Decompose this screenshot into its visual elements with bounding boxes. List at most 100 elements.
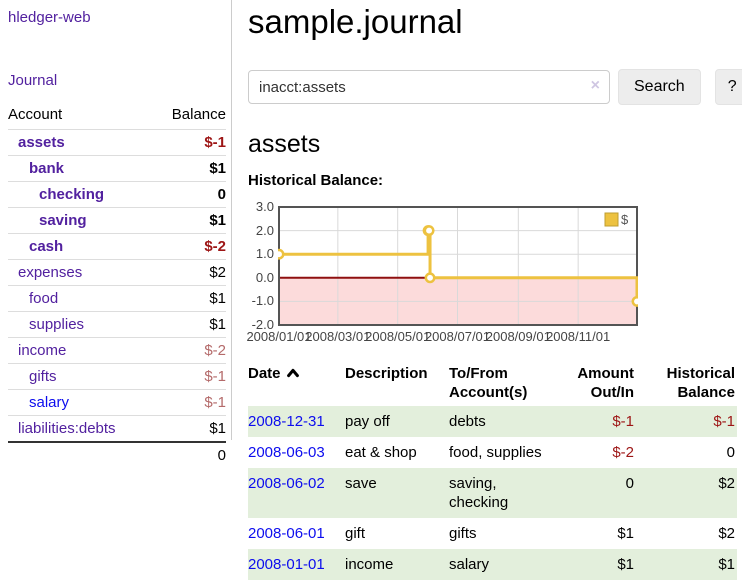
y-axis-tick: 3.0 [255, 199, 274, 214]
search-button[interactable]: Search [618, 69, 701, 105]
account-balance: $1 [152, 285, 226, 312]
search-form: × Search ? [248, 69, 742, 105]
x-axis-tick: 2008/05/01 [365, 329, 431, 344]
transaction-description: eat & shop [345, 444, 417, 461]
transaction-amount: $-2 [612, 444, 634, 461]
account-balance: $1 [152, 207, 226, 234]
account-row: supplies $1 [8, 311, 226, 338]
sidebar-account-link-food[interactable]: food [29, 290, 59, 307]
account-row: liabilities:debts $1 [8, 415, 226, 442]
account-balance: $-1 [152, 129, 226, 156]
sort-ascending-icon [286, 368, 299, 378]
register-column-to-from: To/From Account(s) [449, 365, 528, 401]
main-content: sample.journal × Search ? assets Histori… [246, 0, 742, 580]
account-balance: $-2 [152, 337, 226, 364]
y-axis-tick: -1.0 [251, 293, 274, 309]
register-row: 2008-12-31 pay off debts $-1 $-1 [248, 406, 737, 437]
sidebar-account-link-cash[interactable]: cash [29, 238, 64, 255]
account-row: checking 0 [8, 181, 226, 208]
register-column-historical: Historical Balance [666, 365, 735, 401]
transaction-description: pay off [345, 413, 390, 430]
account-row: gifts $-1 [8, 363, 226, 390]
brand-link[interactable]: hledger-web [8, 9, 91, 26]
transaction-date-link[interactable]: 2008-06-01 [248, 525, 325, 542]
transaction-accounts: saving, checking [449, 475, 509, 511]
account-row: cash $-2 [8, 233, 226, 260]
account-balance: $-1 [152, 363, 226, 390]
sidebar-account-link-checking[interactable]: checking [39, 186, 105, 203]
data-point [423, 225, 435, 237]
data-point [278, 248, 285, 260]
accounts-balance-table: Account Balance assets $-1 bank $1 checking 0… [8, 104, 226, 468]
account-row: income $-2 [8, 337, 226, 364]
register-column-amount: Amount Out/In [577, 365, 634, 401]
account-balance: $2 [152, 259, 226, 286]
clear-search-icon[interactable]: × [590, 77, 600, 94]
sidebar-account-link-income[interactable]: income [18, 342, 67, 359]
sidebar-nav: Journal [8, 72, 226, 90]
transaction-date-link[interactable]: 2008-06-02 [248, 475, 325, 492]
transaction-accounts: gifts [449, 525, 477, 542]
sidebar-account-link-saving[interactable]: saving [39, 212, 87, 229]
help-button[interactable]: ? [714, 69, 742, 105]
register-column-date[interactable]: Date [248, 362, 345, 406]
sidebar-account-link-bank[interactable]: bank [29, 160, 65, 177]
y-axis-tick: -2.0 [251, 317, 274, 332]
transaction-balance: $1 [718, 556, 735, 573]
transaction-accounts: food, supplies [449, 444, 542, 461]
register-table: Date Description To/From Account(s) Amount Ou… [248, 362, 737, 580]
account-heading: assets [248, 130, 321, 158]
y-axis-tick: 2.0 [255, 222, 274, 238]
page-title: sample.journal [248, 3, 463, 40]
transaction-balance: $2 [718, 525, 735, 542]
sidebar-account-link-salary[interactable]: salary [29, 394, 70, 411]
legend-swatch [604, 212, 619, 227]
sidebar-account-link-assets[interactable]: assets [18, 134, 65, 151]
x-axis-tick: 2008/09/01 [485, 329, 551, 344]
register-row: 2008-01-01 income salary $1 $1 [248, 549, 737, 580]
search-box: × [248, 70, 610, 104]
transaction-description: save [345, 475, 377, 492]
account-balance: $1 [152, 311, 226, 338]
account-row: salary $-1 [8, 389, 226, 416]
chart-title: Historical Balance: [248, 172, 384, 189]
transaction-description: income [345, 556, 394, 573]
y-axis-tick: 0.0 [255, 269, 274, 285]
sidebar-item-journal[interactable]: Journal [8, 72, 58, 89]
accounts-header-balance: Balance [171, 106, 226, 123]
transaction-date-link[interactable]: 2008-12-31 [248, 413, 325, 430]
account-balance: $1 [152, 155, 226, 182]
transaction-description: gift [345, 525, 366, 542]
register-row: 2008-06-02 save saving, checking 0 $2 [248, 468, 737, 518]
sidebar-account-link-supplies[interactable]: supplies [29, 316, 85, 333]
data-point [631, 295, 638, 307]
data-point [424, 272, 436, 284]
transaction-balance: 0 [726, 444, 735, 461]
legend-label: $ [621, 212, 629, 227]
transaction-amount: $1 [617, 525, 634, 542]
x-axis-tick: 2008/11/01 [546, 329, 611, 344]
x-axis-tick: 2008/07/01 [424, 329, 491, 344]
register-row: 2008-06-03 eat & shop food, supplies $-2 0 [248, 437, 737, 468]
transaction-balance: $-1 [713, 413, 735, 430]
accounts-total-value: 0 [152, 441, 226, 468]
sidebar: hledger-web Journal Account Balance asse… [0, 0, 232, 468]
transaction-date-link[interactable]: 2008-06-03 [248, 444, 325, 461]
transaction-amount: $-1 [612, 413, 634, 430]
transaction-balance: $2 [718, 475, 735, 492]
sidebar-account-link-liabilities-debts[interactable]: liabilities:debts [18, 420, 116, 437]
register-column-description: Description [345, 365, 428, 382]
historical-balance-chart: $3.0 2.0 1.0 0.0 -1.0 -2.0 2008/01/01 2008/03/0… [246, 200, 740, 350]
accounts-header-account: Account [8, 106, 63, 123]
transaction-amount: 0 [625, 475, 634, 492]
sidebar-account-link-gifts[interactable]: gifts [29, 368, 57, 385]
account-row: assets $-1 [8, 129, 226, 156]
account-balance: $-1 [152, 389, 226, 416]
search-input[interactable] [248, 70, 610, 104]
account-row: food $1 [8, 285, 226, 312]
transaction-date-link[interactable]: 2008-01-01 [248, 556, 325, 573]
sidebar-account-link-expenses[interactable]: expenses [18, 264, 83, 281]
account-row: expenses $2 [8, 259, 226, 286]
transaction-accounts: debts [449, 413, 486, 430]
